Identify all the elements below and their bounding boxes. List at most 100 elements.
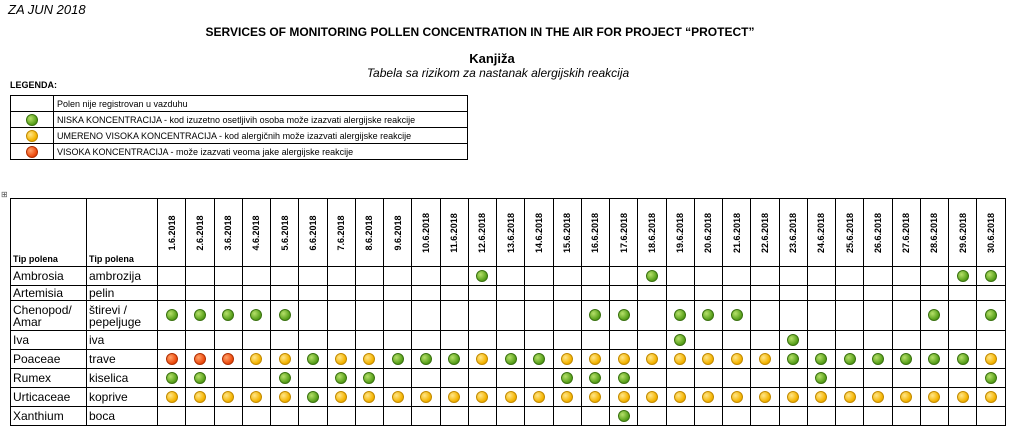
green-dot-icon xyxy=(984,309,997,322)
level-cell xyxy=(834,285,865,301)
level-cell xyxy=(750,387,780,407)
level-cell xyxy=(326,368,356,388)
date-label: 12.6.2018 xyxy=(477,212,488,253)
level-cell xyxy=(156,387,187,407)
level-cell xyxy=(665,349,695,369)
level-cell xyxy=(354,330,385,350)
date-label: 29.6.2018 xyxy=(957,212,968,253)
level-cell xyxy=(693,349,724,369)
level-cell xyxy=(580,266,611,286)
level-cell xyxy=(241,387,272,407)
level-cell xyxy=(552,349,582,369)
date-label: 18.6.2018 xyxy=(646,212,657,253)
yellow-dot-icon xyxy=(391,390,404,403)
level-cell xyxy=(241,368,272,388)
level-cell xyxy=(185,349,215,369)
green-dot-icon xyxy=(476,269,489,282)
level-cell xyxy=(976,387,1006,407)
level-cell xyxy=(778,349,808,369)
level-cell xyxy=(467,387,498,407)
level-cell xyxy=(834,300,865,331)
level-cell xyxy=(947,285,978,301)
date-header: 7.6.2018 xyxy=(326,198,356,267)
level-cell xyxy=(608,368,639,388)
level-cell xyxy=(354,349,385,369)
green-dot-icon xyxy=(504,352,517,365)
level-cell xyxy=(269,387,300,407)
level-cell xyxy=(693,300,724,331)
level-cell xyxy=(834,330,865,350)
level-cell xyxy=(919,300,950,331)
level-cell xyxy=(524,387,554,407)
level-cell xyxy=(919,406,950,426)
pollen-local-name: trave xyxy=(86,349,158,369)
date-label: 17.6.2018 xyxy=(618,212,629,253)
level-cell xyxy=(354,406,385,426)
legend-title: LEGENDA: xyxy=(10,80,57,90)
level-cell xyxy=(834,349,865,369)
yellow-dot-icon xyxy=(589,352,602,365)
level-cell xyxy=(721,285,752,301)
level-cell xyxy=(891,330,921,350)
legend-text-medium: UMERENO VISOKA KONCENTRACIJA - kod alerg… xyxy=(53,127,468,144)
date-header: 8.6.2018 xyxy=(354,198,385,267)
date-label: 10.6.2018 xyxy=(420,212,431,253)
level-cell xyxy=(778,330,808,350)
level-cell xyxy=(778,266,808,286)
level-cell xyxy=(185,406,215,426)
level-cell xyxy=(693,330,724,350)
green-dot-icon xyxy=(900,352,913,365)
green-dot-icon xyxy=(278,371,291,384)
level-cell xyxy=(213,285,243,301)
level-cell xyxy=(213,330,243,350)
level-cell xyxy=(382,387,413,407)
level-cell xyxy=(156,330,187,350)
table-row: Xanthium boca xyxy=(10,406,1006,426)
level-cell xyxy=(976,285,1006,301)
level-cell xyxy=(382,349,413,369)
level-cell xyxy=(439,368,469,388)
date-label: 28.6.2018 xyxy=(929,212,940,253)
level-cell xyxy=(552,368,582,388)
date-header: 20.6.2018 xyxy=(693,198,724,267)
table-header-row: Tip polena Tip polena 1.6.2018 2.6.2018 3.… xyxy=(10,198,1006,267)
level-cell xyxy=(467,285,498,301)
level-cell xyxy=(524,266,554,286)
level-cell xyxy=(750,368,780,388)
city-name: Kanjiža xyxy=(469,51,515,66)
green-dot-icon xyxy=(702,309,715,322)
date-label: 15.6.2018 xyxy=(562,212,573,253)
level-cell xyxy=(919,266,950,286)
level-cell xyxy=(552,266,582,286)
level-cell xyxy=(947,300,978,331)
level-cell xyxy=(467,266,498,286)
date-header: 3.6.2018 xyxy=(213,198,243,267)
yellow-dot-icon xyxy=(448,390,461,403)
level-cell xyxy=(213,349,243,369)
legend-row-none: Polen nije registrovan u vazduhu xyxy=(10,95,468,112)
table-move-handle-icon[interactable]: ⊞ xyxy=(1,190,8,199)
level-cell xyxy=(863,266,893,286)
level-cell xyxy=(411,368,441,388)
level-cell xyxy=(750,349,780,369)
yellow-dot-icon xyxy=(984,352,997,365)
level-cell xyxy=(891,387,921,407)
green-dot-icon xyxy=(222,309,235,322)
green-dot-icon xyxy=(278,309,291,322)
level-cell xyxy=(580,406,611,426)
red-dot-icon xyxy=(222,352,235,365)
date-label: 13.6.2018 xyxy=(505,212,516,253)
level-cell xyxy=(947,330,978,350)
level-cell xyxy=(213,300,243,331)
level-cell xyxy=(354,387,385,407)
legend-table: Polen nije registrovan u vazduhu NISKA K… xyxy=(10,95,468,160)
level-cell xyxy=(580,300,611,331)
table-row: Iva iva xyxy=(10,330,1006,350)
yellow-dot-icon xyxy=(165,390,178,403)
pollen-local-name: boca xyxy=(86,406,158,426)
level-cell xyxy=(382,406,413,426)
green-dot-icon xyxy=(589,309,602,322)
yellow-dot-icon xyxy=(363,390,376,403)
date-header: 5.6.2018 xyxy=(269,198,300,267)
level-cell xyxy=(947,266,978,286)
